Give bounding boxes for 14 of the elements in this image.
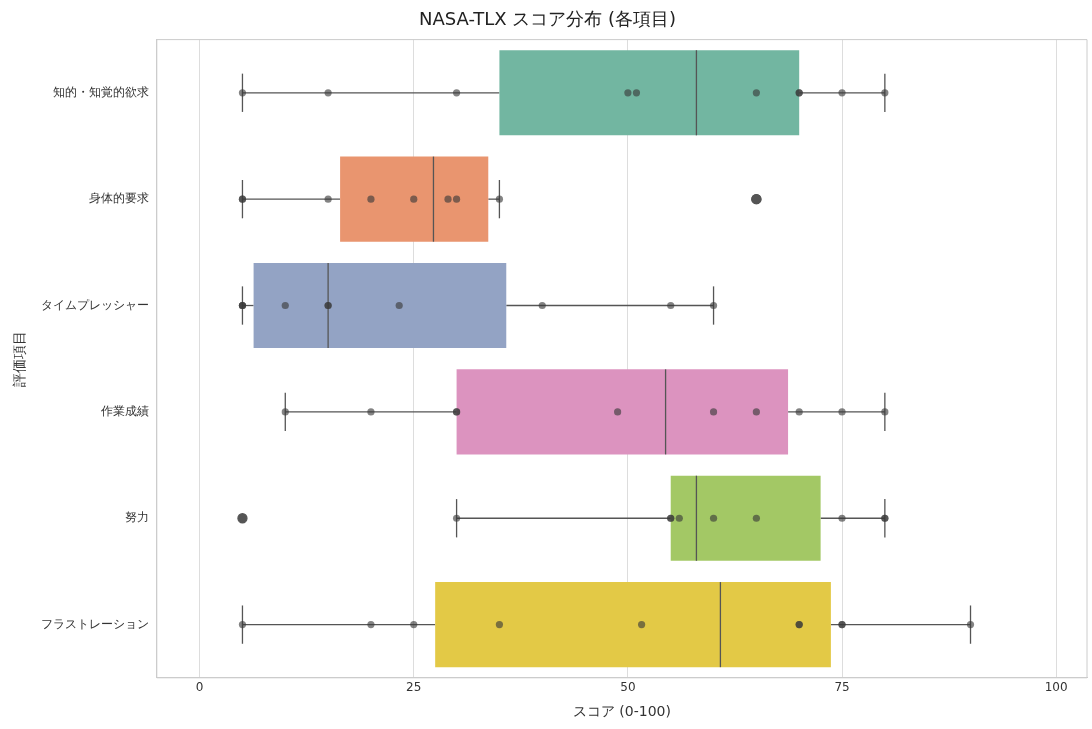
x-tick-label: 0 bbox=[195, 680, 204, 695]
chart-title: NASA-TLX スコア分布 (各項目) bbox=[418, 8, 677, 30]
y-tick-label: 作業成績 bbox=[99, 404, 149, 419]
y-tick-label: 身体的要求 bbox=[88, 191, 149, 206]
y-tick-label: 知的・知覚的欲求 bbox=[52, 84, 149, 99]
y-axis-title: 評価項目 bbox=[11, 330, 28, 387]
y-tick-label: タイムプレッシャー bbox=[40, 297, 149, 312]
x-tick-label: 75 bbox=[834, 680, 850, 695]
x-axis-title: スコア (0-100) bbox=[572, 703, 671, 720]
x-tick-label: 50 bbox=[620, 680, 636, 695]
x-tick-label: 25 bbox=[406, 680, 422, 695]
x-tick-label: 100 bbox=[1044, 680, 1068, 695]
y-tick-label: フラストレーション bbox=[40, 616, 149, 631]
y-tick-label: 努力 bbox=[124, 510, 149, 525]
